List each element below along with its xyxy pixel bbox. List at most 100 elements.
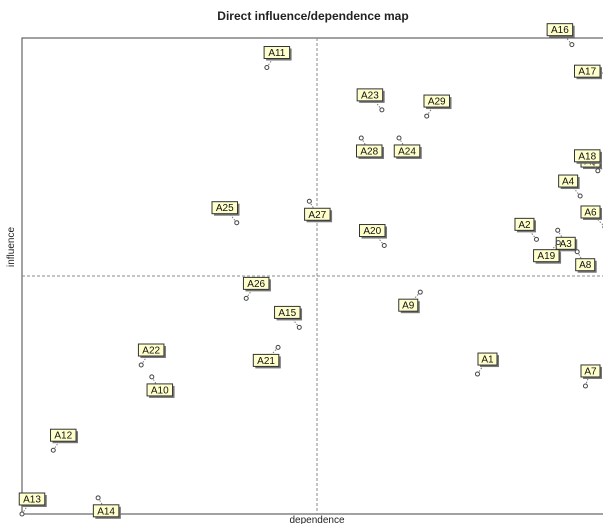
data-point: A26 xyxy=(242,276,271,301)
data-point: A25 xyxy=(211,201,240,226)
point-marker xyxy=(396,135,402,141)
point-label-box xyxy=(359,224,386,238)
point-marker xyxy=(243,295,249,301)
point-label: A26 xyxy=(247,279,265,290)
data-point: A21 xyxy=(252,344,281,369)
data-point: A7 xyxy=(580,364,602,389)
point-label-box xyxy=(393,144,421,158)
point-marker xyxy=(50,447,56,453)
point-label: A27 xyxy=(308,210,326,221)
chart-title: Direct influence/dependence map xyxy=(217,9,408,23)
point-label: A23 xyxy=(361,90,379,101)
point-marker xyxy=(149,374,155,380)
point-label-box xyxy=(263,46,291,60)
data-point: A15 xyxy=(274,305,303,330)
point-label-box xyxy=(574,64,601,78)
point-label-box xyxy=(423,94,450,108)
point-label: A25 xyxy=(216,203,234,214)
point-marker xyxy=(595,168,601,174)
point-marker xyxy=(95,495,101,501)
point-label-box xyxy=(242,276,270,290)
data-point: A20 xyxy=(359,224,388,249)
point-marker xyxy=(379,107,385,113)
data-point: A3 xyxy=(555,227,578,252)
data-point: A14 xyxy=(92,495,121,519)
point-marker xyxy=(577,193,583,199)
point-label: A28 xyxy=(360,146,378,157)
point-label-box xyxy=(533,249,560,263)
point-marker xyxy=(569,42,575,48)
point-label: A10 xyxy=(151,385,169,396)
point-label-box xyxy=(18,492,46,506)
point-label: A13 xyxy=(23,495,41,506)
point-marker xyxy=(234,220,240,226)
point-label: A19 xyxy=(537,251,555,262)
point-label: A9 xyxy=(402,301,415,312)
point-marker xyxy=(306,198,312,204)
point-marker xyxy=(381,243,387,249)
data-point: A18 xyxy=(574,149,602,174)
point-label-box xyxy=(546,23,574,37)
point-label-box xyxy=(50,428,77,442)
point-label: A2 xyxy=(518,220,531,231)
point-label: A14 xyxy=(97,506,115,517)
point-label: A15 xyxy=(278,308,296,319)
point-marker xyxy=(474,371,480,377)
data-point: A13 xyxy=(18,492,47,517)
point-label: A18 xyxy=(578,151,596,162)
data-point: A10 xyxy=(146,374,175,398)
point-label-box xyxy=(92,504,120,518)
point-label: A21 xyxy=(257,356,275,367)
points-layer: A11A16A17A23A29A28A24A5A18A4A6A25A27A20A… xyxy=(18,23,603,519)
data-point: A23 xyxy=(356,88,385,113)
point-label-box xyxy=(580,205,601,219)
data-point: A2 xyxy=(514,217,539,242)
point-label-box xyxy=(146,383,174,397)
point-label: A8 xyxy=(579,260,592,271)
point-marker xyxy=(19,511,25,517)
point-label-box xyxy=(274,305,301,319)
data-point: A29 xyxy=(423,94,452,119)
data-point: A28 xyxy=(356,135,384,159)
point-marker xyxy=(296,324,302,330)
point-label-box xyxy=(356,88,384,102)
data-point: A27 xyxy=(304,198,333,223)
point-marker xyxy=(138,362,144,368)
point-label-box xyxy=(304,207,331,221)
data-point: A17 xyxy=(574,64,603,80)
data-point: A11 xyxy=(263,46,292,71)
point-marker xyxy=(275,344,281,350)
point-marker xyxy=(582,383,588,389)
data-point: A16 xyxy=(546,23,575,48)
point-label: A12 xyxy=(54,431,72,442)
data-point: A19 xyxy=(533,240,562,264)
point-marker xyxy=(555,227,561,233)
data-point: A4 xyxy=(558,174,583,199)
point-label-box xyxy=(574,149,601,163)
point-label-box xyxy=(137,343,165,357)
point-label: A11 xyxy=(268,48,285,59)
point-label: A22 xyxy=(142,346,160,357)
x-axis-label: dependence xyxy=(289,515,344,524)
point-label: A4 xyxy=(562,177,575,188)
point-marker xyxy=(555,240,561,246)
point-label-box xyxy=(211,201,239,215)
point-marker xyxy=(358,135,364,141)
point-label: A6 xyxy=(584,207,597,218)
data-point: A6 xyxy=(580,205,603,229)
point-label: A17 xyxy=(578,67,596,78)
data-point: A22 xyxy=(137,343,166,368)
point-marker xyxy=(424,113,430,119)
point-label: A1 xyxy=(481,355,494,366)
point-label: A24 xyxy=(398,146,416,157)
y-axis-label: influence xyxy=(6,227,17,267)
point-label: A16 xyxy=(551,25,569,36)
point-label-box xyxy=(514,217,535,231)
point-label: A7 xyxy=(584,366,597,377)
data-point: A1 xyxy=(474,352,499,377)
point-label-box xyxy=(252,353,280,367)
point-label: A29 xyxy=(428,97,446,108)
data-point: A8 xyxy=(574,249,597,273)
point-label-box xyxy=(558,174,579,188)
